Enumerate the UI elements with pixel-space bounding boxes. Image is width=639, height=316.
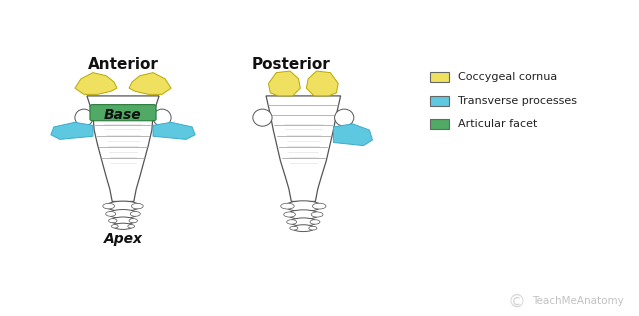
Polygon shape	[334, 124, 373, 146]
Text: Transverse processes: Transverse processes	[458, 95, 577, 106]
Ellipse shape	[310, 220, 320, 224]
Polygon shape	[306, 71, 338, 96]
Ellipse shape	[111, 217, 135, 224]
Ellipse shape	[109, 219, 117, 223]
Ellipse shape	[311, 212, 323, 217]
Polygon shape	[87, 96, 159, 202]
Polygon shape	[268, 71, 300, 96]
Ellipse shape	[109, 210, 137, 218]
Ellipse shape	[129, 219, 137, 223]
FancyBboxPatch shape	[429, 119, 449, 129]
Ellipse shape	[290, 218, 316, 226]
Ellipse shape	[284, 212, 295, 217]
Polygon shape	[153, 122, 195, 139]
Text: ©: ©	[508, 292, 526, 310]
Ellipse shape	[113, 223, 133, 229]
FancyBboxPatch shape	[90, 105, 156, 121]
Ellipse shape	[105, 211, 116, 216]
Polygon shape	[75, 73, 117, 94]
Text: Anterior: Anterior	[88, 58, 158, 72]
Ellipse shape	[335, 109, 354, 126]
Ellipse shape	[103, 204, 114, 209]
Text: Base: Base	[104, 107, 142, 122]
Ellipse shape	[293, 225, 314, 232]
Text: Articular facet: Articular facet	[458, 119, 537, 129]
FancyBboxPatch shape	[429, 96, 449, 106]
Ellipse shape	[285, 201, 321, 211]
Ellipse shape	[288, 210, 319, 219]
Ellipse shape	[153, 109, 171, 126]
Ellipse shape	[281, 203, 294, 209]
Text: TeachMeAnatomy: TeachMeAnatomy	[532, 296, 624, 307]
Text: Coccygeal cornua: Coccygeal cornua	[458, 72, 557, 82]
Ellipse shape	[130, 211, 141, 216]
Ellipse shape	[132, 204, 143, 209]
Polygon shape	[266, 96, 341, 202]
Ellipse shape	[128, 225, 135, 228]
Ellipse shape	[312, 203, 326, 209]
Text: Apex: Apex	[104, 232, 142, 246]
Ellipse shape	[253, 109, 272, 126]
Ellipse shape	[289, 226, 298, 230]
Text: Posterior: Posterior	[252, 58, 331, 72]
Ellipse shape	[287, 220, 296, 224]
Polygon shape	[51, 122, 93, 139]
Ellipse shape	[75, 109, 93, 126]
Ellipse shape	[111, 225, 118, 228]
Ellipse shape	[309, 226, 317, 230]
Polygon shape	[129, 73, 171, 94]
FancyBboxPatch shape	[429, 72, 449, 82]
Ellipse shape	[106, 201, 140, 211]
